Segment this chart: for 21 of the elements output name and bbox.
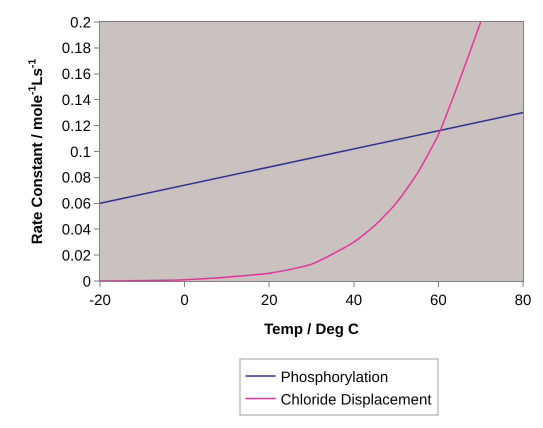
x-tick-label: -20: [89, 292, 111, 309]
x-tick-label: 40: [345, 292, 362, 309]
y-tick-label: 0.12: [62, 118, 91, 135]
y-tick-label: 0: [82, 273, 91, 290]
x-tick-label: 0: [180, 292, 189, 309]
y-tick-label: 0.2: [70, 14, 91, 32]
y-tick-label: 0.08: [62, 170, 91, 187]
x-tick-label: 60: [430, 292, 447, 309]
x-axis-title: Temp / Deg C: [264, 321, 360, 338]
y-tick-label: 0.02: [62, 247, 91, 264]
line-series: [100, 22, 482, 281]
y-tick-label: 0.04: [62, 221, 91, 238]
legend-label: Phosphorylation: [280, 368, 388, 386]
y-tick-label: 0.06: [62, 196, 91, 213]
y-tick-label: 0.16: [62, 66, 91, 84]
x-tick-label: 80: [514, 292, 532, 309]
x-tick-label: 20: [260, 292, 278, 309]
legend-label: Chloride Displacement: [280, 391, 432, 408]
y-tick-label: 0.1: [70, 144, 91, 161]
y-tick-label: 0.14: [62, 92, 91, 109]
y-tick-label: 0.18: [62, 40, 91, 58]
